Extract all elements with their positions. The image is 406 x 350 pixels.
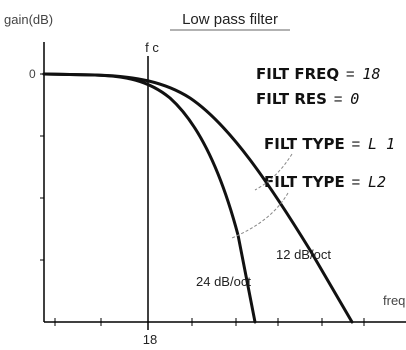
y-axis-label: gain(dB) [4,12,53,27]
diagram-title: Low pass filter [182,11,278,28]
param-filt-res: FILT RES = 0 [256,90,359,108]
param-filt-type-l2: FILT TYPE = L2 [264,173,386,191]
x-axis-label: freq [383,293,405,308]
slope-label-12db: 12 dB/oct [276,247,331,262]
param-filt-type-l1: FILT TYPE = L 1 [264,135,395,153]
cutoff-label: f c [145,40,159,55]
param-filt-freq: FILT FREQ = 18 [256,65,380,83]
cutoff-value: 18 [143,332,157,347]
y-tick-label-zero: 0 [29,67,36,81]
slope-label-24db: 24 dB/oct [196,274,251,289]
